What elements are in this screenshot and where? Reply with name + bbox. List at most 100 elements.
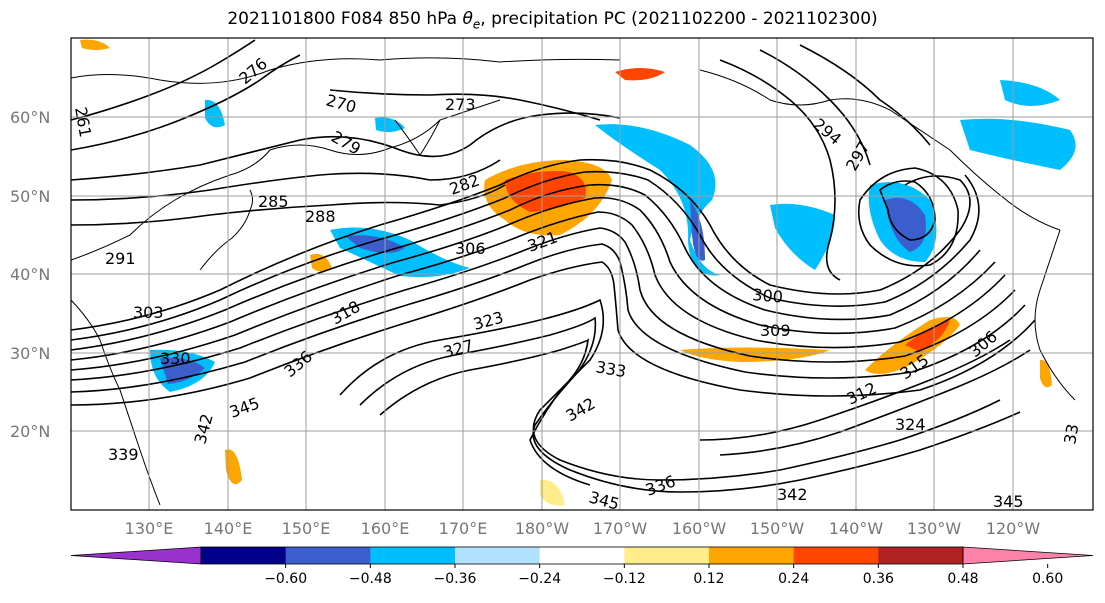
lon-label: 120°W <box>986 519 1041 538</box>
contour-line <box>359 316 1021 493</box>
contour-line <box>71 112 621 181</box>
lon-label: 170°E <box>439 519 488 538</box>
contour-label: 306 <box>965 327 1001 361</box>
contour-line <box>71 196 996 361</box>
latitude-axis: 60°N 50°N 40°N 30°N 20°N <box>10 108 50 441</box>
lon-label: 140°W <box>829 519 884 538</box>
contour-line <box>71 243 1026 393</box>
precip-patch-orange <box>615 68 665 81</box>
colorbar-segment <box>455 547 541 564</box>
colorbar-extend-high <box>962 546 1094 565</box>
colorbar-segment <box>878 547 964 564</box>
coastline-alaska <box>699 69 1061 231</box>
colorbar-segment <box>201 547 287 564</box>
colorbar-tick-label: 0.36 <box>863 571 894 587</box>
contour-line <box>71 170 980 341</box>
precip-patch-blue-dark <box>160 357 205 384</box>
precip-patch-blue <box>960 118 1076 170</box>
lon-label: 160°W <box>672 519 727 538</box>
colorbar-tick-label: −0.48 <box>349 571 392 587</box>
colorbar-extend-low <box>70 546 202 565</box>
contour-label: 303 <box>133 303 164 322</box>
contour-line <box>339 298 1001 481</box>
colorbar-tick-label: −0.60 <box>264 571 307 587</box>
contour-label: 345 <box>227 393 262 421</box>
contour-line <box>71 211 1006 371</box>
contour-label: 285 <box>258 192 289 211</box>
precip-patch-blue <box>1000 80 1060 106</box>
colorbar-segment <box>539 547 625 564</box>
lat-label: 50°N <box>10 187 50 206</box>
title-suffix: , precipitation PC (2021102200 - 2021102… <box>480 9 878 29</box>
colorbar-tick-label: −0.12 <box>603 571 646 587</box>
contour-label: 273 <box>445 95 476 114</box>
colorbar-tick-label: 0.24 <box>778 571 809 587</box>
contour-label: 270 <box>324 91 358 117</box>
lon-label: 160°E <box>361 519 410 538</box>
contour-label: 276 <box>235 54 271 88</box>
colorbar-frame <box>200 546 964 565</box>
contour-label: 309 <box>760 321 791 340</box>
lat-label: 40°N <box>10 265 50 284</box>
colorbar-segment <box>624 547 710 564</box>
colorbar-tick-label: −0.24 <box>518 571 561 587</box>
contour-label: 323 <box>471 308 505 334</box>
colorbar-tick-label: 0.12 <box>693 571 724 587</box>
contour-line <box>719 349 1031 456</box>
contour-line <box>379 338 591 486</box>
contour-label: 261 <box>71 105 95 138</box>
lat-label: 20°N <box>10 422 50 441</box>
precipitation-fill-layer <box>80 39 1076 506</box>
precip-patch-yellow <box>540 479 565 506</box>
contour-line <box>71 184 506 226</box>
precip-patch-red <box>905 320 950 352</box>
colorbar-segment <box>793 547 879 564</box>
contour-label: 324 <box>895 415 926 434</box>
longitude-axis: 130°E 140°E 150°E 160°E 170°E 180°W 170°… <box>125 519 1041 538</box>
lon-label: 150°W <box>750 519 805 538</box>
coastline-arctic <box>71 57 621 84</box>
theta-e-contour-layer <box>71 39 1036 493</box>
contour-line <box>699 339 1011 441</box>
precip-patch-orange <box>225 449 242 485</box>
contour-label: 342 <box>777 485 808 504</box>
contour-label: 336 <box>280 347 316 381</box>
contour-line <box>329 89 601 121</box>
title-theta-symbol: θ <box>462 9 473 29</box>
colorbar <box>70 546 1094 565</box>
contour-line <box>71 261 1036 406</box>
contour-label: 345 <box>993 492 1024 511</box>
colorbar-tick-label: −0.36 <box>434 571 477 587</box>
contour-label: 33 <box>1060 422 1082 445</box>
contour-line <box>71 183 981 351</box>
contour-label: 330 <box>160 349 191 368</box>
contour-line <box>799 44 931 146</box>
colorbar-tick-labels: −0.60 −0.48 −0.36 −0.24 −0.12 0.12 0.24 0.36 0.4… <box>264 564 1063 587</box>
lon-label: 130°W <box>907 519 962 538</box>
lon-label: 170°W <box>593 519 648 538</box>
precip-patch-orange <box>310 253 332 272</box>
contour-line <box>71 227 1016 381</box>
coastline-asia <box>71 99 501 261</box>
lon-label: 140°E <box>204 519 253 538</box>
colorbar-tick-label: 0.60 <box>1032 571 1063 587</box>
lon-label: 130°E <box>125 519 174 538</box>
contour-line <box>71 158 971 331</box>
map-title: 2021101800 F084 850 hPa θe, precipitatio… <box>0 9 1105 31</box>
lon-label: 150°E <box>282 519 331 538</box>
contour-label: 288 <box>305 207 336 226</box>
precip-patch-blue-dark <box>885 197 926 252</box>
contour-label: 339 <box>108 445 139 464</box>
precip-patch-orange <box>680 347 830 362</box>
coastline-japan <box>199 189 253 271</box>
colorbar-segment <box>285 547 371 564</box>
coastline-china <box>71 299 161 506</box>
contour-label: 291 <box>105 249 136 268</box>
contour-label: 312 <box>844 378 880 408</box>
contour-label: 333 <box>594 357 627 381</box>
contour-label: 342 <box>191 412 217 446</box>
lon-label: 180°W <box>515 519 570 538</box>
precip-patch-blue <box>375 117 405 133</box>
contour-label: 318 <box>328 297 364 329</box>
